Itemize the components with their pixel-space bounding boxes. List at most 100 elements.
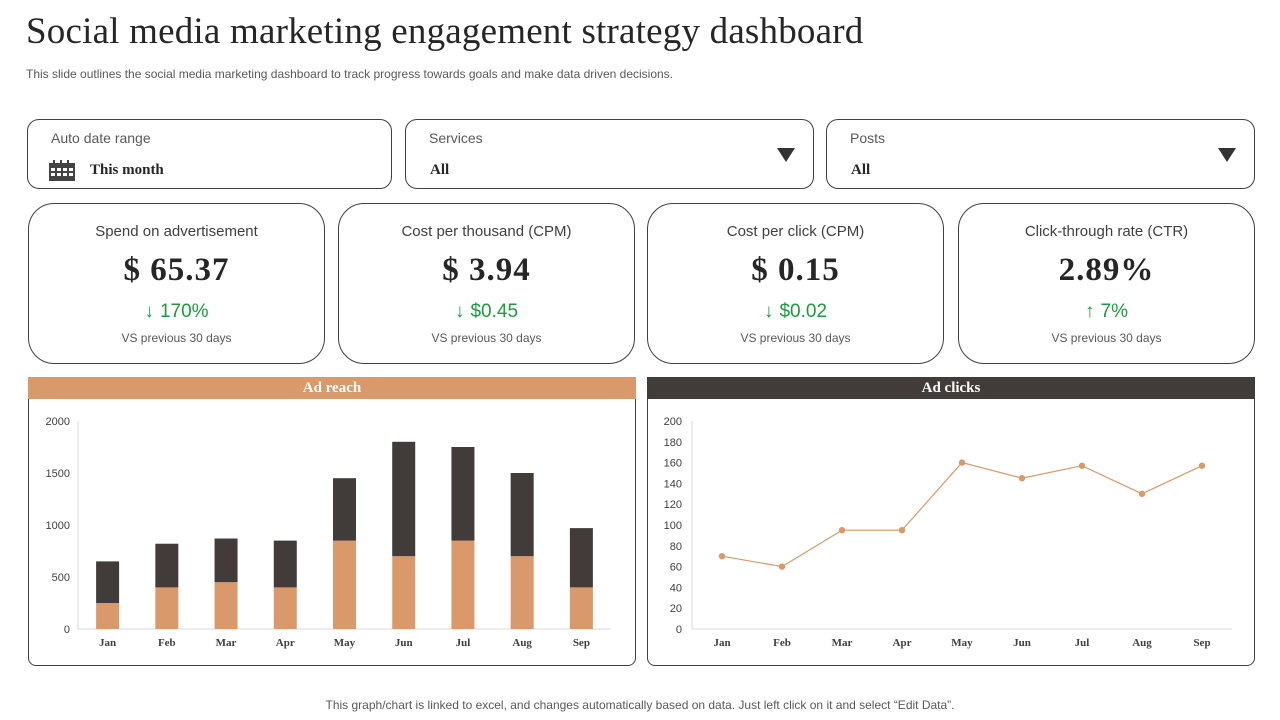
kpi-change: ↓ 170% — [29, 301, 324, 323]
point-feb[interactable] — [778, 563, 786, 570]
y-tick-label: 1000 — [46, 520, 70, 532]
bar-jul-series-2[interactable] — [451, 447, 475, 541]
services-filter[interactable]: Services All — [405, 119, 814, 189]
kpi-label: Spend on advertisement — [95, 223, 258, 240]
x-tick-label: Jun — [1013, 637, 1031, 649]
page-subtitle: This slide outlines the social media mar… — [26, 67, 674, 81]
bar-jul-series-1[interactable] — [451, 540, 475, 629]
kpi-change: ↑ 7% — [959, 301, 1254, 323]
bar-aug-series-1[interactable] — [510, 556, 534, 629]
x-tick-label: Jan — [713, 637, 730, 649]
x-tick-label: Aug — [512, 637, 532, 649]
y-tick-label: 160 — [664, 458, 682, 470]
y-tick-label: 20 — [670, 603, 682, 615]
bar-mar-series-2[interactable] — [214, 538, 238, 583]
posts-value: All — [851, 162, 871, 178]
bar-jun-series-2[interactable] — [392, 441, 416, 557]
kpi-change-value: $0.02 — [779, 301, 828, 322]
posts-label: Posts — [850, 130, 886, 146]
kpi-value: 2.89% — [1058, 252, 1155, 288]
bar-feb-series-2[interactable] — [155, 543, 179, 588]
kpi-comparison: VS previous 30 days — [1051, 331, 1162, 345]
bar-sep-series-2[interactable] — [569, 528, 593, 588]
date-range-label: Auto date range — [51, 130, 151, 146]
y-tick-label: 2000 — [46, 416, 70, 428]
footer-note: This graph/chart is linked to excel, and… — [325, 698, 955, 712]
point-jun[interactable] — [1018, 475, 1026, 482]
point-may[interactable] — [958, 459, 966, 466]
y-tick-label: 140 — [664, 478, 682, 490]
x-tick-label: Apr — [276, 637, 295, 649]
point-sep[interactable] — [1198, 462, 1206, 469]
posts-filter[interactable]: Posts All — [826, 119, 1255, 189]
services-value: All — [430, 162, 450, 178]
kpi-card-cpm: Cost per thousand (CPM) $ 3.94 ↓ $0.45 VS… — [338, 203, 635, 364]
kpi-card-cpc: Cost per click (CPM) $ 0.15 ↓ $0.02 VS pr… — [647, 203, 944, 364]
point-aug[interactable] — [1138, 490, 1146, 497]
kpi-label: Cost per thousand (CPM) — [401, 223, 572, 240]
bar-jan-series-1[interactable] — [96, 603, 120, 629]
x-tick-label: Jul — [456, 637, 471, 649]
date-range-value: This month — [90, 162, 164, 178]
y-tick-label: 120 — [664, 499, 682, 511]
bar-apr-series-2[interactable] — [273, 540, 297, 588]
kpi-change-value: 170% — [159, 301, 209, 322]
x-tick-label: Apr — [893, 637, 912, 649]
bar-aug-series-2[interactable] — [510, 473, 534, 557]
ad-clicks-title: Ad clicks — [647, 377, 1255, 399]
y-tick-label: 1500 — [46, 468, 70, 480]
y-tick-label: 80 — [670, 541, 682, 553]
point-jan[interactable] — [718, 553, 726, 560]
bar-mar-series-1[interactable] — [214, 582, 238, 629]
bar-may-series-1[interactable] — [333, 540, 356, 629]
bar-jan-series-2[interactable] — [96, 561, 120, 603]
x-tick-label: May — [951, 637, 973, 649]
kpi-card-ctr: Click-through rate (CTR) 2.89% ↑ 7% VS pr… — [958, 203, 1255, 364]
kpi-card-spend: Spend on advertisement $ 65.37 ↓ 170% VS … — [28, 203, 325, 364]
bar-may-series-2[interactable] — [333, 478, 356, 541]
caret-down-icon[interactable] — [1218, 148, 1236, 162]
kpi-change: ↓ $0.02 — [648, 301, 943, 323]
x-tick-label: Feb — [158, 637, 176, 649]
date-range-filter[interactable]: Auto date range This month — [27, 119, 392, 189]
y-tick-label: 180 — [664, 437, 682, 449]
arrow-up-icon: ↑ — [1085, 301, 1095, 322]
x-tick-label: Jul — [1075, 637, 1090, 649]
y-tick-label: 100 — [664, 520, 682, 532]
kpi-value: $ 3.94 — [442, 252, 531, 288]
bar-jun-series-1[interactable] — [392, 556, 416, 629]
kpi-label: Cost per click (CPM) — [726, 223, 865, 240]
y-tick-label: 0 — [64, 624, 70, 636]
bar-apr-series-1[interactable] — [273, 587, 297, 629]
arrow-down-icon: ↓ — [763, 301, 774, 322]
ad-reach-chart[interactable]: 0 500 1000 1500 2000 Jan Feb Mar Apr May Jun Jul Aug… — [29, 399, 635, 665]
kpi-change-value: $0.45 — [470, 301, 519, 322]
x-tick-label: Mar — [832, 637, 853, 649]
kpi-change-value: 7% — [1100, 301, 1128, 322]
y-tick-label: 500 — [52, 572, 70, 584]
caret-down-icon[interactable] — [777, 148, 795, 162]
kpi-comparison: VS previous 30 days — [740, 331, 851, 345]
point-jul[interactable] — [1078, 462, 1086, 469]
page-title: Social media marketing engagement strate… — [26, 11, 864, 52]
x-tick-label: Sep — [573, 637, 590, 649]
point-apr[interactable] — [898, 527, 906, 534]
x-tick-label: Mar — [216, 637, 237, 649]
kpi-comparison: VS previous 30 days — [121, 331, 232, 345]
calendar-icon — [49, 160, 75, 181]
kpi-comparison: VS previous 30 days — [431, 331, 542, 345]
services-label: Services — [429, 130, 483, 146]
x-tick-label: Jan — [99, 637, 116, 649]
ad-clicks-panel: Ad clicks 0 20 40 60 80 100 120 140 160 180 200 Jan… — [647, 377, 1255, 666]
clicks-series-line — [721, 461, 1203, 568]
x-tick-label: Aug — [1132, 637, 1152, 649]
ad-clicks-chart[interactable]: 0 20 40 60 80 100 120 140 160 180 200 Jan Feb Mar Apr M… — [648, 399, 1254, 665]
x-tick-label: Feb — [773, 637, 791, 649]
x-tick-label: Jun — [395, 637, 413, 649]
bar-sep-series-1[interactable] — [569, 587, 593, 629]
arrow-down-icon: ↓ — [144, 301, 154, 322]
bar-feb-series-1[interactable] — [155, 587, 179, 629]
point-mar[interactable] — [838, 527, 846, 534]
y-tick-label: 60 — [670, 562, 682, 574]
kpi-value: $ 65.37 — [123, 252, 230, 288]
